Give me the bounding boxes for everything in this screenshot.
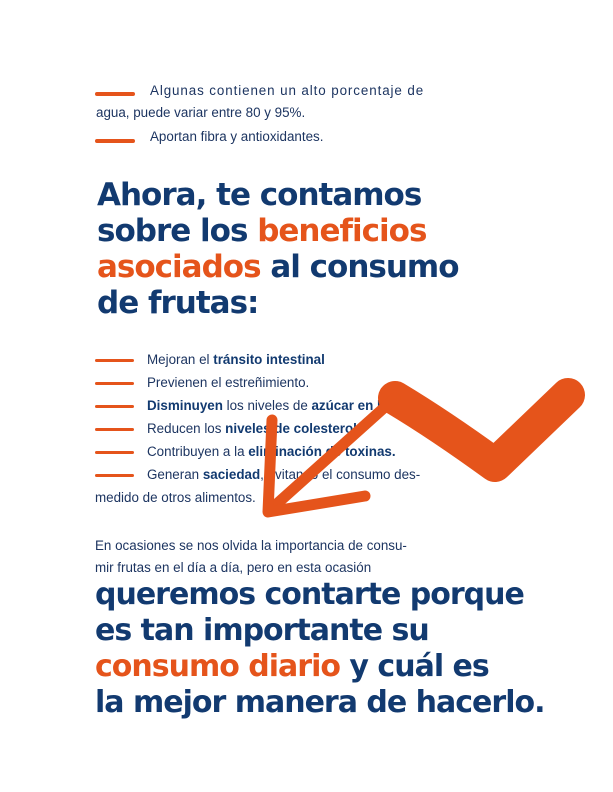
section-heading: Ahora, te contamos sobre los beneficios … (97, 177, 460, 321)
heading-text: sobre los (97, 213, 258, 249)
benefit-text: Contribuyen a la (147, 444, 249, 459)
benefit-bold: tránsito intestinal (213, 352, 325, 367)
intro-item-1: Algunas contienen un alto porcentaje de … (96, 80, 461, 124)
heading-line-4: de frutas: (97, 285, 259, 321)
heading-text: y cuál es (339, 649, 489, 684)
heading-line-2: sobre los beneficios (97, 213, 459, 249)
heading-line-4: la mejor manera de hacerlo. (95, 685, 545, 720)
bullet-dash (95, 139, 135, 143)
benefit-text: medido de otros alimentos. (95, 490, 256, 505)
intro-item-1-text: Algunas contienen un alto porcentaje de (150, 83, 425, 98)
bullet-dash (95, 405, 134, 408)
paragraph-line: mir frutas en el día a día, pero en esta… (95, 560, 372, 575)
benefit-text: Previenen el estreñimiento. (147, 375, 310, 390)
benefit-text: Mejoran el (147, 352, 214, 367)
intro-item-2-text: Aportan fibra y antioxidantes. (150, 129, 324, 144)
bullet-dash (95, 428, 134, 431)
body-paragraph: En ocasiones se nos olvida la importanci… (95, 535, 407, 579)
benefit-bold: eliminación de toxinas. (248, 444, 396, 459)
benefit-text: los niveles de (222, 398, 312, 413)
intro-item-2: Aportan fibra y antioxidantes. (150, 126, 323, 148)
bullet-dash (95, 451, 134, 454)
benefit-bold: niveles de colesterol (225, 421, 357, 436)
heading-line-3: asociados al consumo (97, 249, 460, 285)
heading-line-1: queremos contarte porque (95, 577, 525, 612)
bullet-dash (95, 382, 134, 385)
benefit-text: Reducen los (147, 421, 226, 436)
benefit-item-cont: medido de otros alimentos. (95, 487, 256, 509)
benefit-item: Contribuyen a la eliminación de toxinas. (147, 441, 396, 463)
closing-heading: queremos contarte porque es tan importan… (95, 577, 545, 721)
heading-highlight: asociados (97, 249, 262, 285)
benefit-bold: Disminuyen (147, 398, 223, 413)
heading-line-2: es tan importante su (95, 613, 430, 648)
bullet-dash (95, 359, 134, 362)
benefit-item: Mejoran el tránsito intestinal (147, 349, 325, 371)
bullet-dash (95, 92, 135, 96)
heading-highlight: beneficios (257, 213, 427, 249)
heading-text: al consumo (260, 249, 459, 285)
benefit-bold: saciedad (202, 467, 261, 482)
benefit-text: Generan (147, 467, 203, 482)
heading-highlight: consumo diario (95, 649, 341, 684)
bullet-dash (95, 474, 134, 477)
intro-item-1-text-cont: agua, puede variar entre 80 y 95%. (96, 105, 306, 120)
benefit-item: Previenen el estreñimiento. (147, 372, 309, 394)
heading-line-3: consumo diario y cuál es (95, 649, 544, 685)
paragraph-line: En ocasiones se nos olvida la importanci… (95, 538, 407, 553)
heading-line-1: Ahora, te contamos (97, 177, 422, 213)
